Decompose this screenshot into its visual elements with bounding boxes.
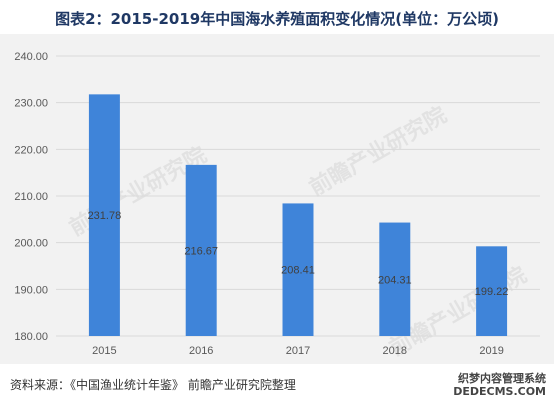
x-tick-label: 2019 (479, 345, 503, 357)
x-tick-label: 2015 (92, 345, 116, 357)
y-tick-label: 220.00 (14, 144, 48, 156)
data-label: 216.67 (184, 245, 218, 257)
y-tick-label: 180.00 (14, 331, 48, 343)
data-label: 231.78 (88, 210, 122, 222)
bar (282, 203, 314, 336)
data-label: 208.41 (281, 265, 315, 277)
corner-badge: 织梦内容管理系统 DEDECMS.COM (453, 372, 546, 398)
chart-title: 图表2：2015-2019年中国海水养殖面积变化情况(单位：万公顷) (55, 10, 499, 28)
x-tick-label: 2016 (189, 345, 213, 357)
y-tick-label: 230.00 (14, 98, 48, 110)
x-tick-label: 2018 (383, 345, 407, 357)
bar (88, 94, 120, 336)
bar (185, 164, 217, 336)
bar-chart: 180.00 190.00 200.00 210.00 220.00 230.00 240.… (14, 51, 540, 357)
x-tick-label: 2017 (286, 345, 310, 357)
bar (379, 222, 411, 336)
corner-badge-line: 织梦内容管理系统 (458, 372, 546, 385)
source-note: 资料来源：《中国渔业统计年鉴》 前瞻产业研究院整理 (10, 378, 296, 392)
data-label: 204.31 (378, 274, 412, 286)
y-tick-label: 190.00 (14, 284, 48, 296)
corner-badge-line: DEDECMS.COM (453, 385, 546, 398)
chart-area: 前瞻产业研究院 前瞻产业研究院 前瞻产业研究院 180.00 190.00 200.… (0, 34, 554, 364)
y-tick-label: 210.00 (14, 191, 48, 203)
y-tick-label: 200.00 (14, 238, 48, 250)
bar (476, 246, 508, 336)
data-label: 199.22 (475, 286, 509, 298)
y-tick-label: 240.00 (14, 51, 48, 63)
